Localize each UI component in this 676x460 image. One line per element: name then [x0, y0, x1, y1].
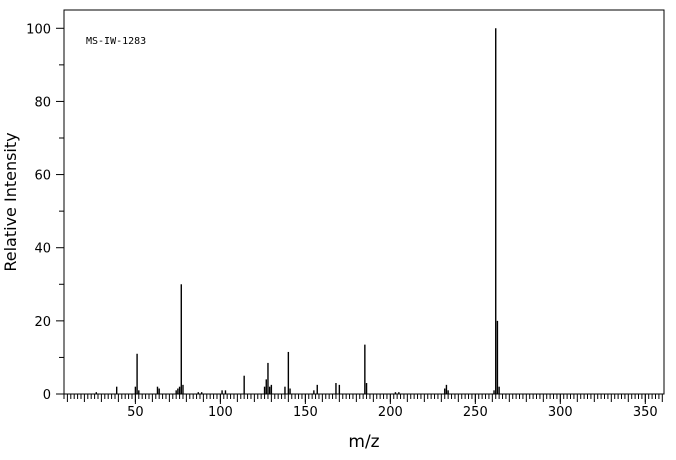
x-tick-label: 200: [378, 405, 403, 420]
y-tick-label: 80: [34, 95, 51, 110]
peak-series: [95, 28, 500, 394]
y-tick-label: 0: [43, 388, 51, 403]
plot-frame: [63, 9, 665, 395]
y-tick-label: 40: [34, 242, 51, 257]
x-axis: 50 100 150 200 250 300 350: [63, 394, 663, 420]
x-tick-label: 150: [293, 405, 318, 420]
y-tick-label: 100: [26, 22, 51, 37]
y-tick-label: 60: [34, 169, 51, 184]
x-axis-label: m/z: [348, 432, 379, 452]
y-tick-label: 20: [34, 315, 51, 330]
x-tick-label: 250: [463, 405, 488, 420]
x-tick-label: 350: [633, 405, 658, 420]
x-tick-label: 300: [548, 405, 573, 420]
y-axis: 0 20 40 60 80 100: [26, 22, 64, 403]
x-tick-label: 100: [208, 405, 233, 420]
x-tick-label: 50: [127, 405, 144, 420]
y-axis-label: Relative Intensity: [1, 132, 20, 271]
spectrum-id-label: MS-IW-1283: [86, 36, 146, 47]
